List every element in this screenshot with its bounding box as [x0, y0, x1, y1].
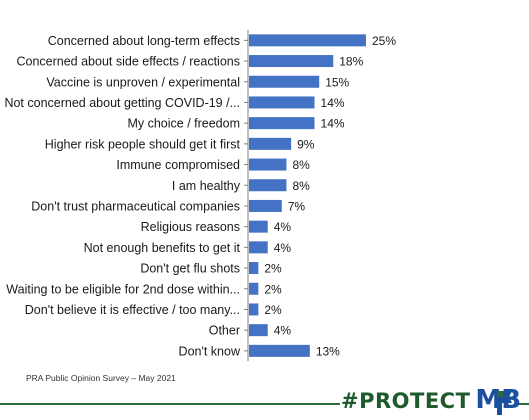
- logo-text-protect: #PROTECT: [341, 389, 471, 413]
- category-label: Other: [209, 324, 240, 338]
- category-label: Vaccine is unproven / experimental: [46, 75, 240, 89]
- category-label: Don't know: [179, 344, 241, 358]
- bar: [249, 282, 259, 295]
- data-label: 18%: [339, 55, 363, 69]
- protect-mb-logo: #PROTECTMB: [341, 383, 521, 417]
- category-label: Waiting to be eligible for 2nd dose with…: [6, 282, 240, 296]
- data-label: 4%: [274, 220, 292, 234]
- category-label: Higher risk people should get it first: [45, 137, 241, 151]
- bar: [249, 179, 287, 192]
- bar: [249, 75, 320, 88]
- bar: [249, 34, 366, 47]
- category-label: I am healthy: [172, 179, 241, 193]
- bar: [249, 55, 334, 68]
- data-label: 8%: [292, 179, 310, 193]
- category-label: Concerned about side effects / reactions: [16, 55, 240, 69]
- bar: [249, 158, 287, 171]
- category-label: Don't believe it is effective / too many…: [25, 303, 240, 317]
- brand-divider: [0, 403, 340, 405]
- data-label: 2%: [264, 282, 282, 296]
- bar: [249, 96, 315, 109]
- category-label: Not enough benefits to get it: [84, 241, 241, 255]
- bar: [249, 324, 268, 337]
- category-label: Not concerned about getting COVID-19 /..…: [4, 96, 240, 110]
- data-label: 25%: [372, 34, 396, 48]
- category-label: Don't get flu shots: [140, 262, 240, 276]
- data-label: 2%: [264, 303, 282, 317]
- category-label: My choice / freedom: [127, 117, 240, 131]
- data-label: 14%: [321, 96, 345, 110]
- bar: [249, 241, 268, 254]
- axis: [244, 30, 249, 362]
- bar: [249, 220, 268, 233]
- category-label: Concerned about long-term effects: [48, 34, 240, 48]
- bar: [249, 199, 282, 212]
- data-label: 15%: [325, 75, 349, 89]
- bar-chart: Concerned about long-term effects 25% Conc…: [4, 30, 396, 362]
- brand-divider-right: [514, 403, 529, 405]
- data-label: 9%: [297, 137, 315, 151]
- data-label: 8%: [292, 158, 310, 172]
- bar: [249, 117, 315, 130]
- bar: [249, 262, 259, 275]
- data-label: 7%: [288, 199, 306, 213]
- bar: [249, 303, 259, 316]
- labels: Concerned about long-term effects 25% Conc…: [4, 34, 396, 359]
- manitoba-flag-icon: [497, 391, 512, 415]
- bar: [249, 344, 310, 357]
- bar: [249, 137, 292, 150]
- category-label: Religious reasons: [141, 220, 240, 234]
- data-label: 14%: [321, 117, 345, 131]
- data-label: 4%: [274, 241, 292, 255]
- source-footnote: PRA Public Opinion Survey – May 2021: [26, 373, 176, 383]
- data-label: 2%: [264, 262, 282, 276]
- data-label: 4%: [274, 324, 292, 338]
- data-label: 13%: [316, 344, 340, 358]
- category-label: Immune compromised: [116, 158, 240, 172]
- bars: [249, 34, 366, 357]
- category-label: Don't trust pharmaceutical companies: [31, 199, 240, 213]
